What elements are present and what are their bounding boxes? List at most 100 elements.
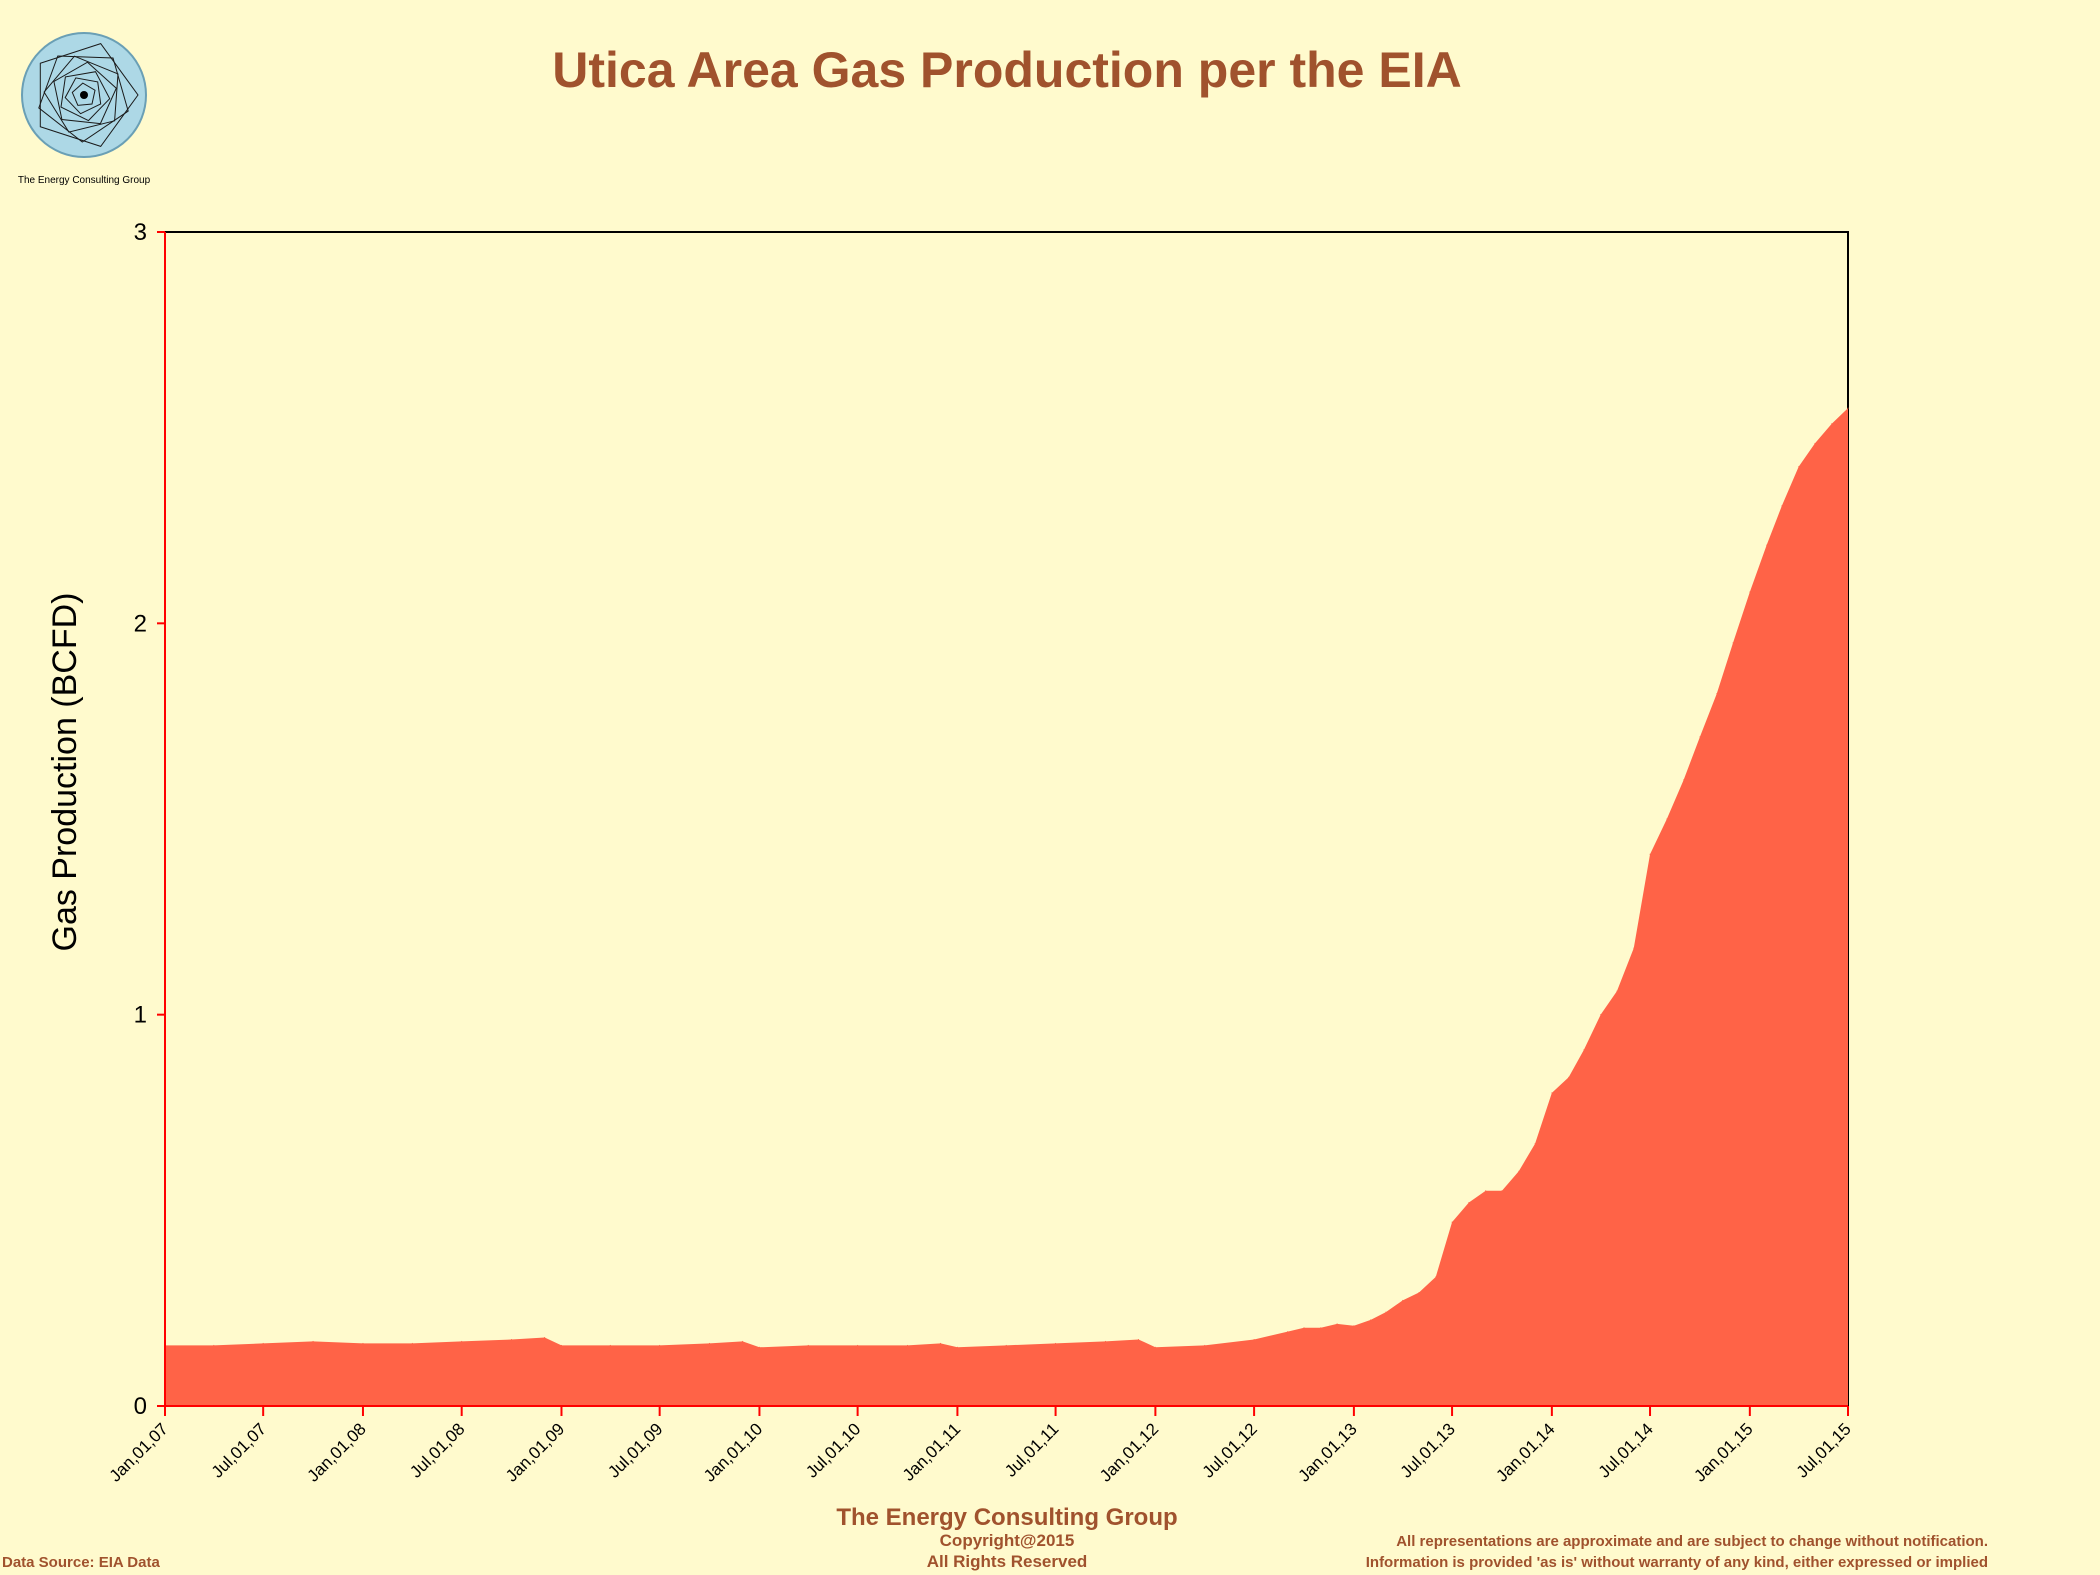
x-tick-label: Jul,01,09 — [604, 1419, 666, 1481]
data-point — [1847, 407, 1849, 409]
data-point — [1633, 947, 1635, 949]
data-point — [1055, 1342, 1057, 1344]
footer-source: Data Source: EIA Data — [2, 1554, 160, 1571]
data-point — [1831, 423, 1833, 425]
data-point — [1104, 1340, 1106, 1342]
data-point — [1485, 1190, 1487, 1192]
data-point — [544, 1337, 546, 1339]
y-ticks: 0 1 2 3 — [134, 219, 165, 1420]
data-point — [1683, 779, 1685, 781]
data-point — [1370, 1319, 1372, 1321]
logo-swirl-stroke — [71, 82, 96, 106]
data-point — [1814, 442, 1816, 444]
data-point — [1204, 1344, 1206, 1346]
footer-disclaimer-2: Information is provided 'as is' without … — [1366, 1554, 1988, 1571]
data-point — [1435, 1276, 1437, 1278]
x-tick-label: Jan,01,07 — [106, 1419, 172, 1485]
y-tick-label: 0 — [134, 1393, 147, 1420]
data-point — [1600, 1014, 1602, 1016]
data-point — [1699, 736, 1701, 738]
logo-swirl-icon — [38, 43, 139, 147]
x-tick-label: Jul,01,11 — [1001, 1419, 1062, 1480]
x-tick-label: Jul,01,13 — [1397, 1419, 1459, 1481]
data-point — [1518, 1170, 1520, 1172]
data-point — [1749, 591, 1751, 593]
data-point — [1716, 693, 1718, 695]
data-point — [511, 1338, 513, 1340]
y-tick-label: 2 — [134, 610, 147, 637]
data-point — [262, 1342, 264, 1344]
data-point — [1138, 1338, 1140, 1340]
data-point — [907, 1344, 909, 1346]
data-point — [1253, 1338, 1255, 1340]
data-point — [1385, 1311, 1387, 1313]
footer-copyright: Copyright@2015 — [940, 1531, 1075, 1550]
data-point — [709, 1342, 711, 1344]
data-point — [213, 1344, 215, 1346]
data-point — [1320, 1327, 1322, 1329]
data-point — [362, 1342, 364, 1344]
logo-caption: The Energy Consulting Group — [18, 175, 151, 186]
logo-center-dot — [80, 91, 88, 99]
footer-disclaimer-1: All representations are approximate and … — [1396, 1533, 1988, 1550]
data-point — [560, 1344, 562, 1346]
data-point — [1402, 1299, 1404, 1301]
logo-swirl-stroke — [60, 71, 111, 122]
data-point — [1005, 1344, 1007, 1346]
data-point — [1336, 1323, 1338, 1325]
x-tick-label: Jan,01,10 — [700, 1419, 766, 1485]
x-tick-label: Jan,01,11 — [899, 1419, 964, 1484]
logo-swirl-stroke — [43, 55, 119, 133]
axes — [164, 232, 1848, 1407]
x-ticks: Jan,01,07 Jul,01,07 Jan,01,08 Jul,01,08 Jan,… — [106, 1406, 1855, 1486]
data-point — [461, 1340, 463, 1342]
data-point — [807, 1344, 809, 1346]
x-tick-label: Jul,01,15 — [1793, 1419, 1855, 1481]
x-tick-label: Jul,01,07 — [208, 1419, 270, 1481]
data-point — [1649, 853, 1651, 855]
data-point — [1353, 1325, 1355, 1327]
x-tick-label: Jul,01,12 — [1199, 1419, 1261, 1481]
data-point — [1501, 1190, 1503, 1192]
data-point — [312, 1340, 314, 1342]
footer-company: The Energy Consulting Group — [836, 1504, 1177, 1531]
data-point — [1616, 990, 1618, 992]
y-axis-label: Gas Production (BCFD) — [46, 593, 84, 952]
y-tick-label: 3 — [134, 219, 147, 246]
data-point — [1551, 1092, 1553, 1094]
x-tick-label: Jan,01,08 — [304, 1419, 370, 1485]
data-point — [1451, 1221, 1453, 1223]
data-point — [609, 1344, 611, 1346]
data-point — [940, 1342, 942, 1344]
logo: The Energy Consulting Group — [18, 32, 151, 186]
data-point — [742, 1340, 744, 1342]
area-series-0 — [165, 408, 1848, 1407]
data-point — [1287, 1331, 1289, 1333]
x-tick-label: Jan,01,09 — [502, 1419, 568, 1485]
data-point — [857, 1344, 859, 1346]
x-tick-label: Jan,01,13 — [1294, 1419, 1360, 1485]
logo-swirl-stroke — [64, 77, 102, 115]
data-point — [1568, 1076, 1570, 1078]
data-point — [758, 1346, 760, 1348]
data-point — [1666, 818, 1668, 820]
x-tick-label: Jan,01,14 — [1492, 1419, 1558, 1485]
chart-title: Utica Area Gas Production per the EIA — [552, 42, 1461, 98]
logo-swirl-stroke — [38, 55, 129, 143]
data-point — [956, 1346, 958, 1348]
footer-rights: All Rights Reserved — [927, 1552, 1088, 1571]
data-point — [1798, 466, 1800, 468]
area-layer — [164, 407, 1849, 1407]
data-point — [1418, 1292, 1420, 1294]
x-tick-label: Jul,01,14 — [1595, 1419, 1657, 1481]
data-point — [1732, 642, 1734, 644]
x-tick-label: Jul,01,10 — [802, 1419, 864, 1481]
x-tick-label: Jan,01,15 — [1690, 1419, 1756, 1485]
data-point — [1154, 1346, 1156, 1348]
logo-swirl-stroke — [39, 43, 139, 147]
data-point — [1766, 544, 1768, 546]
data-point — [1583, 1049, 1585, 1051]
x-tick-label: Jan,01,12 — [1096, 1419, 1162, 1485]
data-point — [1534, 1143, 1536, 1145]
